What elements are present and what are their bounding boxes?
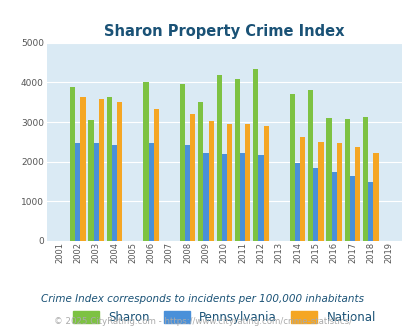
Bar — [80, 97, 85, 241]
Bar — [367, 182, 373, 241]
Bar — [198, 102, 203, 241]
Bar — [313, 168, 318, 241]
Bar — [234, 79, 239, 241]
Bar — [203, 153, 208, 241]
Bar — [153, 109, 158, 241]
Bar — [239, 153, 245, 241]
Bar — [98, 99, 104, 241]
Bar — [318, 142, 323, 241]
Text: © 2025 CityRating.com - https://www.cityrating.com/crime-statistics/: © 2025 CityRating.com - https://www.city… — [54, 317, 351, 326]
Bar — [221, 154, 226, 241]
Bar — [208, 120, 213, 241]
Bar — [70, 87, 75, 241]
Bar — [289, 94, 294, 241]
Bar — [93, 144, 98, 241]
Title: Sharon Property Crime Index: Sharon Property Crime Index — [104, 24, 344, 39]
Bar — [179, 84, 185, 241]
Bar — [88, 120, 93, 241]
Bar — [190, 114, 195, 241]
Bar — [258, 155, 263, 241]
Bar — [245, 124, 250, 241]
Text: Crime Index corresponds to incidents per 100,000 inhabitants: Crime Index corresponds to incidents per… — [41, 294, 364, 304]
Bar — [75, 144, 80, 241]
Bar — [253, 69, 258, 241]
Bar — [354, 147, 359, 241]
Bar — [326, 118, 331, 241]
Bar — [263, 126, 268, 241]
Bar — [344, 118, 349, 241]
Bar — [299, 137, 305, 241]
Bar — [112, 145, 117, 241]
Legend: Sharon, Pennsylvania, National: Sharon, Pennsylvania, National — [68, 306, 380, 329]
Bar — [107, 97, 112, 241]
Bar — [143, 82, 148, 241]
Bar — [185, 145, 190, 241]
Bar — [373, 153, 377, 241]
Bar — [117, 102, 122, 241]
Bar — [349, 176, 354, 241]
Bar — [362, 116, 367, 241]
Bar — [294, 163, 299, 241]
Bar — [307, 90, 313, 241]
Bar — [226, 124, 231, 241]
Bar — [216, 75, 221, 241]
Bar — [336, 143, 341, 241]
Bar — [331, 172, 336, 241]
Bar — [148, 144, 153, 241]
